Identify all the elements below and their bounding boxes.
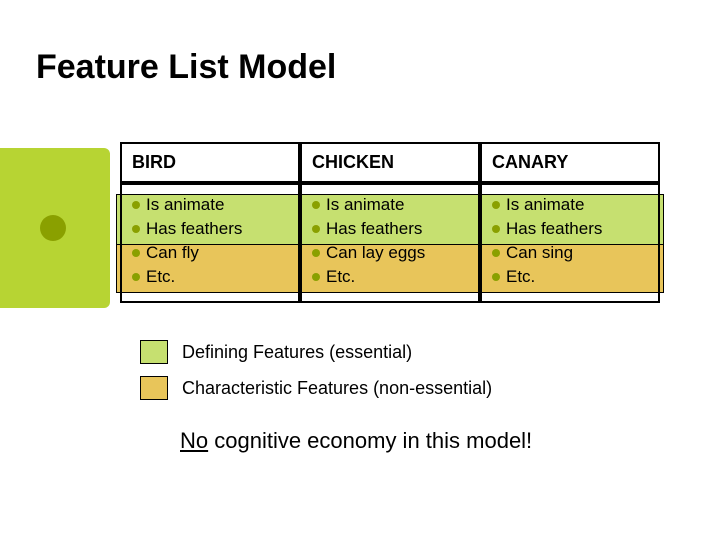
footnote: No cognitive economy in this model! bbox=[180, 428, 532, 454]
col-header-2: CANARY bbox=[480, 142, 660, 183]
defining-swatch bbox=[140, 340, 168, 364]
feature-table: BIRD CHICKEN CANARY Is animate Has feath… bbox=[120, 142, 660, 303]
legend-label-defining: Defining Features (essential) bbox=[182, 342, 412, 363]
footnote-rest: cognitive economy in this model! bbox=[208, 428, 532, 453]
col-header-1: CHICKEN bbox=[300, 142, 480, 183]
feature-item: Has feathers bbox=[492, 217, 648, 241]
footnote-underlined: No bbox=[180, 428, 208, 453]
feature-item: Is animate bbox=[312, 193, 468, 217]
page-title: Feature List Model bbox=[36, 48, 336, 87]
feature-list-1: Is animate Has feathers Can lay eggs Etc… bbox=[312, 193, 468, 289]
feature-item: Can fly bbox=[132, 241, 288, 265]
feature-item: Has feathers bbox=[312, 217, 468, 241]
feature-item: Is animate bbox=[132, 193, 288, 217]
feature-item: Etc. bbox=[492, 265, 648, 289]
table-row: Is animate Has feathers Can fly Etc. Is … bbox=[120, 183, 660, 303]
feature-item: Has feathers bbox=[132, 217, 288, 241]
characteristic-swatch bbox=[140, 376, 168, 400]
feature-item: Is animate bbox=[492, 193, 648, 217]
cell-1: Is animate Has feathers Can lay eggs Etc… bbox=[300, 183, 480, 303]
legend: Defining Features (essential) Characteri… bbox=[140, 340, 492, 412]
feature-item: Etc. bbox=[312, 265, 468, 289]
cell-2: Is animate Has feathers Can sing Etc. bbox=[480, 183, 660, 303]
legend-label-characteristic: Characteristic Features (non-essential) bbox=[182, 378, 492, 399]
slide: Feature List Model BIRD CHICKEN CANARY I… bbox=[0, 0, 720, 540]
feature-item: Etc. bbox=[132, 265, 288, 289]
legend-row-defining: Defining Features (essential) bbox=[140, 340, 492, 364]
cell-0: Is animate Has feathers Can fly Etc. bbox=[120, 183, 300, 303]
feature-list-2: Is animate Has feathers Can sing Etc. bbox=[492, 193, 648, 289]
col-header-0: BIRD bbox=[120, 142, 300, 183]
accent-dot bbox=[40, 215, 66, 241]
table-header-row: BIRD CHICKEN CANARY bbox=[120, 142, 660, 183]
feature-table-area: BIRD CHICKEN CANARY Is animate Has feath… bbox=[120, 142, 660, 303]
feature-list-0: Is animate Has feathers Can fly Etc. bbox=[132, 193, 288, 289]
legend-row-characteristic: Characteristic Features (non-essential) bbox=[140, 376, 492, 400]
feature-item: Can sing bbox=[492, 241, 648, 265]
feature-item: Can lay eggs bbox=[312, 241, 468, 265]
